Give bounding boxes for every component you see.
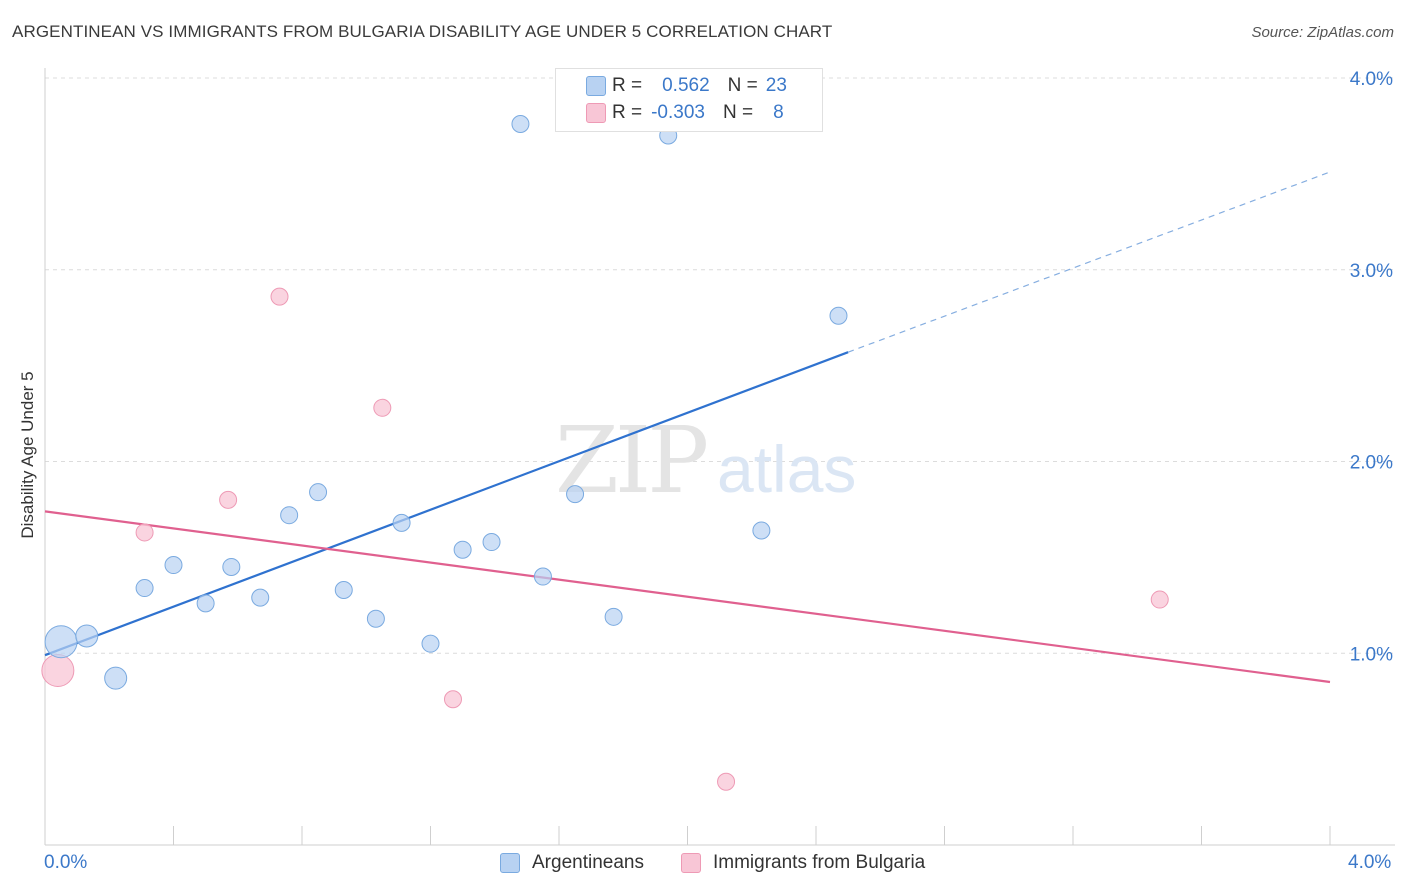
legend-row-argentineans: R = 0.562 N = 23 [586,74,787,98]
argentineans-point [829,306,848,325]
x-tick-max: 4.0% [1348,852,1392,873]
watermark-atlas: atlas [717,432,856,506]
n-value: 23 [765,75,787,96]
legend-label: Argentineans [532,852,644,873]
axes [44,68,1395,846]
bulgaria-point [270,287,289,306]
argentineans-point [280,506,299,525]
legend-label: Immigrants from Bulgaria [713,852,926,873]
r-label: R = [612,75,643,96]
argentineans-point [334,580,353,599]
x-tick-min: 0.0% [44,852,88,873]
argentineans-point [566,485,585,504]
bulgaria-point [219,490,238,509]
trend-lines [44,171,1331,684]
data-points [41,115,1169,791]
legend-row-bulgaria: R = -0.303 N = 8 [586,101,784,125]
bulgaria-swatch [586,103,606,123]
n-value: 8 [773,102,784,123]
argentineans-point [104,666,128,690]
argentineans-point [135,579,154,598]
r-label: R = [612,102,643,123]
n-label: N = [722,102,754,123]
y-tick-labels: 1.0% 2.0% 3.0% 4.0% [1350,69,1393,665]
argentineans-swatch [500,853,520,873]
argentineans-point [421,634,440,653]
n-label: N = [727,75,758,96]
argentineans-point [511,115,530,134]
legend-item-bulgaria: Immigrants from Bulgaria [681,852,925,874]
argentineans-point [44,625,78,659]
correlation-legend: R = 0.562 N = 23 R = -0.303 N = 8 [555,68,823,132]
bulgaria-swatch [681,853,701,873]
argentineans-trend-extension [847,171,1331,353]
chart-title: ARGENTINEAN VS IMMIGRANTS FROM BULGARIA … [12,22,833,41]
bulgaria-point [717,772,736,791]
grid-lines [45,77,1395,654]
r-value: 0.562 [662,75,710,96]
bulgaria-trend-line [44,510,1331,684]
argentineans-point [222,557,241,576]
argentineans-point [75,624,99,648]
argentineans-point [251,588,270,607]
bulgaria-point [373,398,392,417]
y-tick-label: 3.0% [1350,261,1393,282]
argentineans-point [392,513,411,532]
legend-item-argentineans: Argentineans [500,852,644,874]
argentineans-point [196,594,215,613]
argentineans-point [309,483,328,502]
y-tick-label: 1.0% [1350,644,1393,665]
bulgaria-point [1150,590,1169,609]
y-tick-label: 4.0% [1350,69,1393,90]
argentineans-swatch [586,76,606,96]
y-tick-label: 2.0% [1350,453,1393,474]
argentineans-point [453,540,472,559]
argentineans-point [366,609,385,628]
bulgaria-point [443,690,462,709]
bulgaria-point [41,654,75,688]
argentineans-point [533,567,552,586]
argentineans-point [164,556,183,575]
argentineans-trend-line [44,351,849,657]
source-credit: Source: ZipAtlas.com [1251,24,1394,41]
argentineans-point [604,607,623,626]
r-value: -0.303 [651,102,705,123]
argentineans-point [752,521,771,540]
argentineans-point [482,533,501,552]
bulgaria-point [135,523,154,542]
watermark: ZIP atlas [555,407,856,514]
